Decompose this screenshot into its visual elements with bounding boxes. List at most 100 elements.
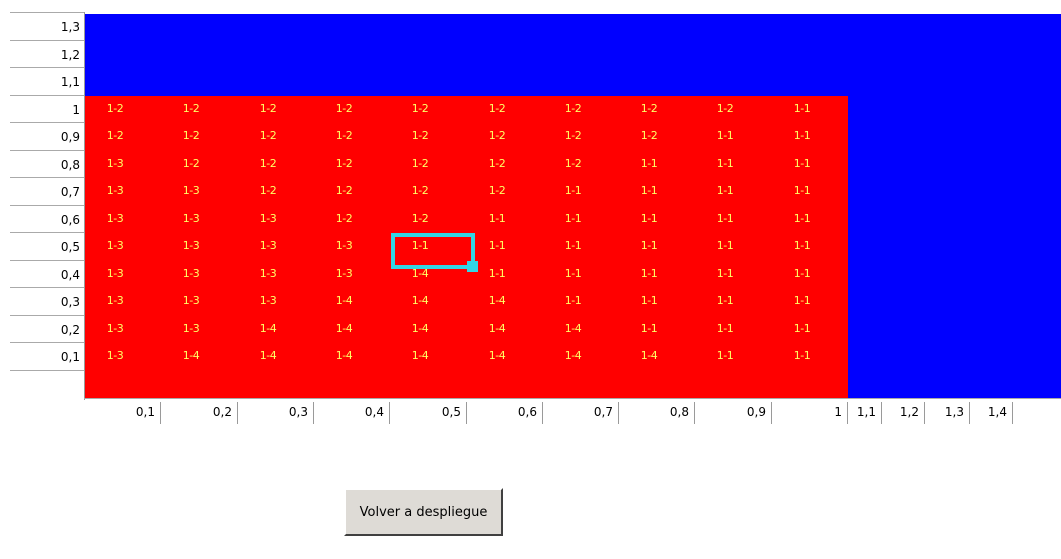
grid-cell[interactable]: 1-3 [106,322,124,335]
grid-cell[interactable]: 1-1 [716,184,734,197]
grid-cell[interactable]: 1-1 [793,239,811,252]
grid-cell[interactable]: 1-3 [182,267,200,280]
grid-cell[interactable]: 1-3 [182,239,200,252]
grid-cell[interactable]: 1-2 [488,184,506,197]
grid-cell[interactable]: 1-4 [411,267,429,280]
grid-cell[interactable]: 1-4 [259,322,277,335]
grid-cell[interactable]: 1-1 [716,322,734,335]
grid-cell[interactable]: 1-1 [716,267,734,280]
grid-cell[interactable]: 1-4 [488,322,506,335]
grid-cell[interactable]: 1-4 [259,349,277,362]
selection-box[interactable] [391,233,475,269]
grid-cell[interactable]: 1-2 [182,129,200,142]
grid-cell[interactable]: 1-2 [411,157,429,170]
grid-cell[interactable]: 1-2 [716,102,734,115]
grid-cell[interactable]: 1-1 [716,294,734,307]
grid-cell[interactable]: 1-2 [488,157,506,170]
grid-cell[interactable]: 1-4 [488,349,506,362]
grid-cell[interactable]: 1-2 [411,102,429,115]
grid-cell[interactable]: 1-1 [640,322,658,335]
grid-cell[interactable]: 1-3 [259,294,277,307]
grid-cell[interactable]: 1-2 [106,129,124,142]
grid-cell[interactable]: 1-2 [259,129,277,142]
grid-cell[interactable]: 1-1 [716,239,734,252]
grid-cell[interactable]: 1-1 [488,212,506,225]
grid-cell[interactable]: 1-3 [106,184,124,197]
grid-cell[interactable]: 1-1 [411,239,429,252]
grid-cell[interactable]: 1-4 [411,322,429,335]
grid-cell[interactable]: 1-3 [106,294,124,307]
grid-cell[interactable]: 1-4 [335,322,353,335]
grid-cell[interactable]: 1-1 [793,349,811,362]
grid-cell[interactable]: 1-2 [106,102,124,115]
grid-cell[interactable]: 1-2 [488,129,506,142]
grid-cell[interactable]: 1-4 [640,349,658,362]
grid-cell[interactable]: 1-1 [716,349,734,362]
grid-cell[interactable]: 1-1 [488,239,506,252]
grid-cell[interactable]: 1-1 [640,184,658,197]
grid-cell[interactable]: 1-2 [335,184,353,197]
grid-cell[interactable]: 1-4 [335,349,353,362]
grid-cell[interactable]: 1-1 [564,239,582,252]
grid-cell[interactable]: 1-1 [640,157,658,170]
grid-cell[interactable]: 1-1 [564,267,582,280]
grid-cell[interactable]: 1-2 [640,129,658,142]
grid-cell[interactable]: 1-2 [488,102,506,115]
grid-cell[interactable]: 1-2 [259,184,277,197]
grid-cell[interactable]: 1-2 [259,102,277,115]
grid-cell[interactable]: 1-1 [793,157,811,170]
grid-cell[interactable]: 1-3 [335,267,353,280]
grid-cell[interactable]: 1-4 [488,294,506,307]
grid-cell[interactable]: 1-2 [564,157,582,170]
grid-cell[interactable]: 1-3 [182,212,200,225]
grid-cell[interactable]: 1-4 [411,294,429,307]
grid-cell[interactable]: 1-1 [716,129,734,142]
grid-cell[interactable]: 1-3 [182,322,200,335]
grid-cell[interactable]: 1-4 [182,349,200,362]
grid-cell[interactable]: 1-3 [106,212,124,225]
grid-cell[interactable]: 1-2 [335,157,353,170]
grid-cell[interactable]: 1-2 [411,129,429,142]
grid-cell[interactable]: 1-2 [411,212,429,225]
grid-cell[interactable]: 1-1 [716,212,734,225]
grid-cell[interactable]: 1-4 [564,349,582,362]
grid-cell[interactable]: 1-4 [411,349,429,362]
grid-cell[interactable]: 1-2 [335,102,353,115]
grid-cell[interactable]: 1-1 [564,184,582,197]
grid-cell[interactable]: 1-3 [182,184,200,197]
grid-cell[interactable]: 1-1 [564,212,582,225]
grid-cell[interactable]: 1-3 [182,294,200,307]
grid-cell[interactable]: 1-3 [335,239,353,252]
grid-cell[interactable]: 1-1 [640,267,658,280]
grid-cell[interactable]: 1-2 [259,157,277,170]
grid-cell[interactable]: 1-3 [106,267,124,280]
grid-cell[interactable]: 1-1 [793,322,811,335]
grid-cell[interactable]: 1-3 [106,349,124,362]
grid-cell[interactable]: 1-1 [488,267,506,280]
grid-cell[interactable]: 1-1 [564,294,582,307]
grid-cell[interactable]: 1-3 [259,267,277,280]
grid-cell[interactable]: 1-2 [411,184,429,197]
grid-cell[interactable]: 1-2 [182,157,200,170]
grid-cell[interactable]: 1-3 [106,157,124,170]
grid-cell[interactable]: 1-1 [640,294,658,307]
grid-cell[interactable]: 1-1 [793,212,811,225]
grid-cell[interactable]: 1-1 [793,267,811,280]
grid-cell[interactable]: 1-2 [182,102,200,115]
grid-cell[interactable]: 1-3 [259,212,277,225]
grid-cell[interactable]: 1-4 [335,294,353,307]
grid-cell[interactable]: 1-1 [640,212,658,225]
grid-cell[interactable]: 1-2 [640,102,658,115]
grid-cell[interactable]: 1-1 [793,184,811,197]
selection-handle[interactable] [467,261,478,272]
grid-cell[interactable]: 1-2 [335,129,353,142]
grid-cell[interactable]: 1-2 [335,212,353,225]
grid-cell[interactable]: 1-1 [793,294,811,307]
volver-a-despliegue-button[interactable]: Volver a despliegue [344,488,503,536]
grid-cell[interactable]: 1-1 [640,239,658,252]
grid-cell[interactable]: 1-4 [564,322,582,335]
grid-cell[interactable]: 1-3 [106,239,124,252]
grid-cell[interactable]: 1-1 [793,102,811,115]
grid-cell[interactable]: 1-1 [716,157,734,170]
grid-cell[interactable]: 1-3 [259,239,277,252]
